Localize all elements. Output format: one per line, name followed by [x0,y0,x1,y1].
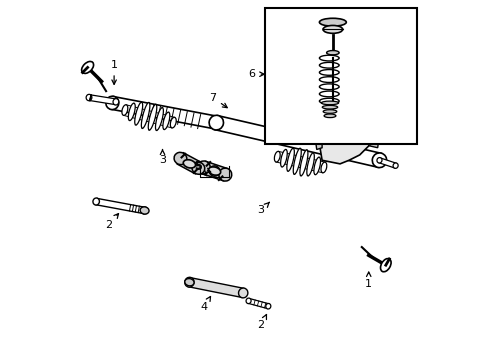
Ellipse shape [293,148,301,174]
Polygon shape [111,96,218,129]
Ellipse shape [148,104,157,130]
Ellipse shape [140,207,149,214]
Ellipse shape [321,162,327,173]
Polygon shape [177,153,201,174]
Text: 2: 2 [105,213,119,230]
Ellipse shape [210,116,223,129]
Ellipse shape [185,277,194,287]
Ellipse shape [343,108,344,119]
Ellipse shape [141,103,150,129]
Polygon shape [215,116,381,167]
Ellipse shape [106,96,119,109]
Text: 5: 5 [195,161,211,172]
Polygon shape [96,198,145,213]
Polygon shape [316,142,322,149]
Ellipse shape [326,50,339,55]
Polygon shape [202,161,227,181]
Ellipse shape [372,153,387,168]
Ellipse shape [381,258,391,272]
Ellipse shape [174,152,187,165]
Ellipse shape [192,162,205,174]
Ellipse shape [377,158,382,163]
Ellipse shape [323,110,337,113]
Ellipse shape [122,105,128,116]
Bar [337,74,351,83]
Polygon shape [320,114,370,164]
Ellipse shape [322,105,338,109]
Ellipse shape [171,117,176,128]
Ellipse shape [307,153,314,176]
Ellipse shape [336,79,352,87]
Ellipse shape [219,168,232,181]
Ellipse shape [183,160,196,168]
Ellipse shape [319,18,346,26]
Ellipse shape [266,303,271,309]
Polygon shape [248,298,269,309]
Polygon shape [188,159,216,176]
Ellipse shape [239,288,248,298]
Ellipse shape [393,163,398,168]
Ellipse shape [321,101,339,105]
Ellipse shape [208,167,220,175]
Polygon shape [338,83,349,114]
Ellipse shape [323,26,343,33]
Text: 6: 6 [248,69,264,79]
Polygon shape [189,278,244,297]
Ellipse shape [343,78,344,89]
Ellipse shape [210,166,220,176]
Text: 1: 1 [365,272,372,289]
Ellipse shape [128,103,135,121]
Ellipse shape [300,150,308,176]
Ellipse shape [324,114,336,118]
Ellipse shape [287,148,294,171]
Text: 4: 4 [200,296,211,312]
Ellipse shape [209,115,223,130]
Ellipse shape [184,159,195,169]
Polygon shape [370,140,378,148]
Ellipse shape [113,99,119,105]
Ellipse shape [155,108,163,131]
Text: 2: 2 [258,315,267,330]
Polygon shape [379,158,396,168]
Ellipse shape [314,157,320,175]
Ellipse shape [141,207,148,214]
Ellipse shape [93,198,99,205]
Ellipse shape [246,298,251,303]
Text: 3: 3 [258,202,270,216]
Ellipse shape [86,94,92,101]
Ellipse shape [82,62,94,73]
Text: 3: 3 [159,149,166,165]
Ellipse shape [185,279,194,286]
Bar [265,8,417,144]
Text: 1: 1 [111,60,118,84]
Ellipse shape [163,112,170,130]
Ellipse shape [197,161,210,174]
Ellipse shape [135,102,143,125]
Ellipse shape [274,151,280,162]
Text: 5: 5 [195,162,207,176]
Ellipse shape [281,149,287,167]
Text: 7: 7 [209,93,227,108]
Polygon shape [89,95,116,105]
